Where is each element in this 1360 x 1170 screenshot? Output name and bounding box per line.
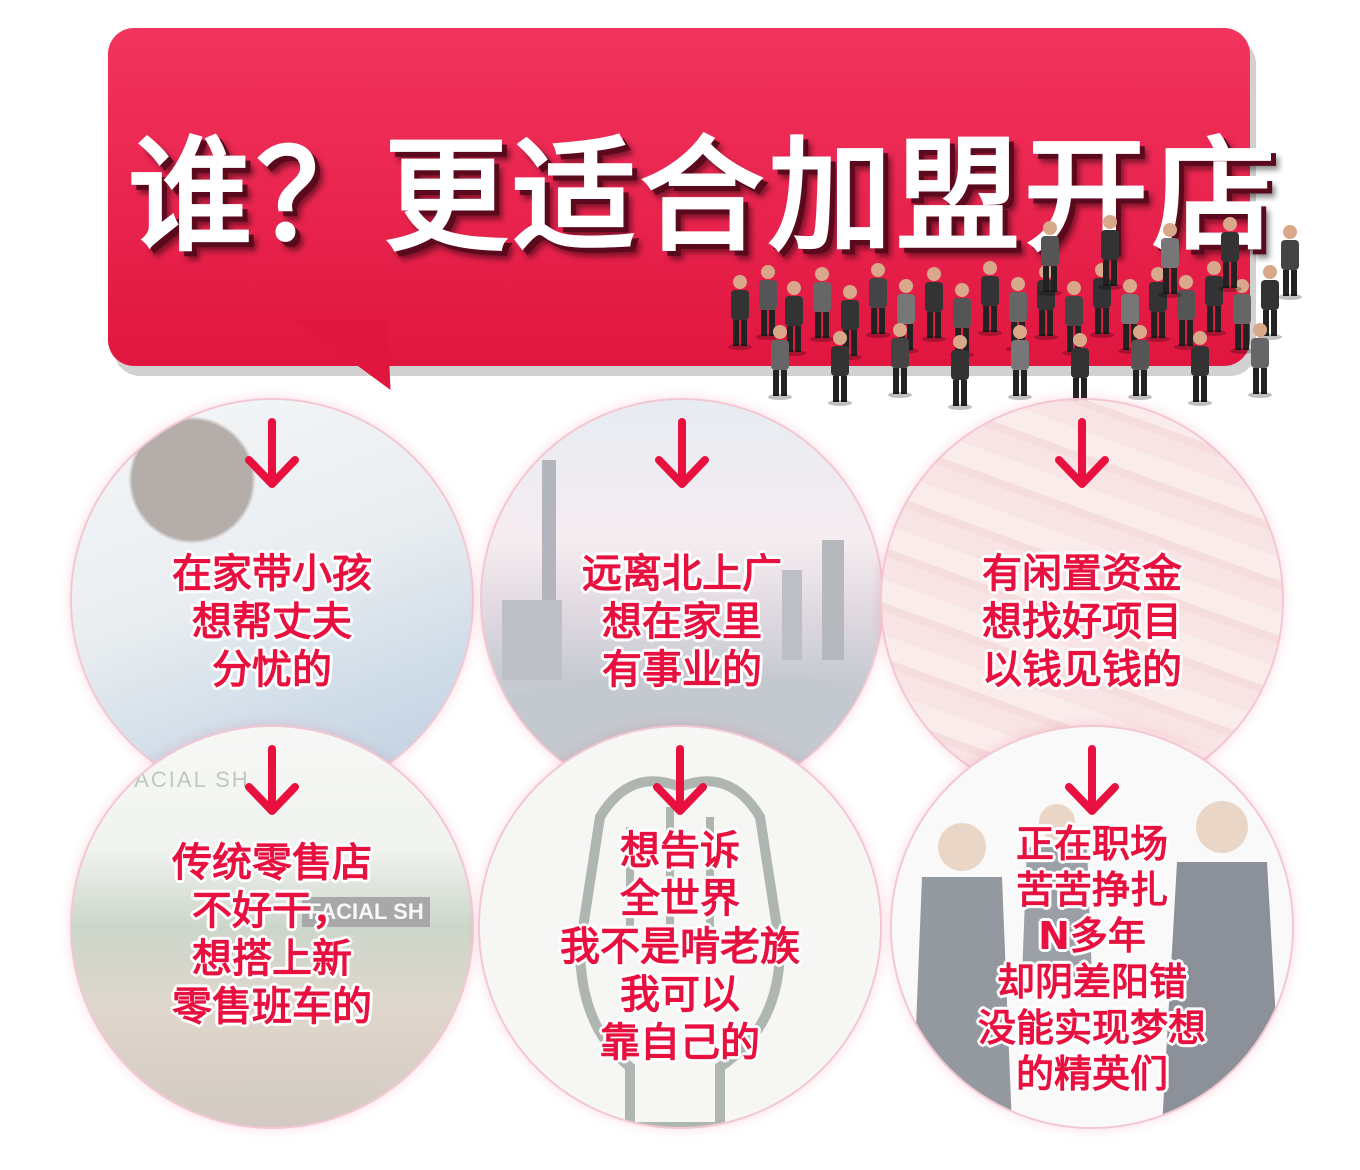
card-text: 在家带小孩 想帮丈夫 分忧的 (172, 551, 372, 693)
arrow-down-icon (655, 418, 709, 488)
card-struggling-elites: 正在职场 苦苦挣扎 N多年 却阴差阳错 没能实现梦想 的精英们 (890, 725, 1294, 1129)
headline: 谁？更适合加盟开店 (128, 125, 1281, 269)
card-text: 想告诉 全世界 我不是啃老族 我可以 靠自己的 (560, 828, 800, 1066)
arrow-down-icon (653, 745, 707, 815)
arrow-down-icon (245, 418, 299, 488)
arrow-down-icon (245, 745, 299, 815)
arrow-down-icon (1055, 418, 1109, 488)
card-traditional-retail: FACIAL SH FACIAL SH 传统零售店 不好干， 想搭上新 零售班车… (70, 725, 474, 1129)
fist-drawing (574, 776, 786, 1127)
headline-banner (108, 28, 1250, 366)
card-text: 有闲置资金 想找好项目 以钱见钱的 (982, 551, 1182, 693)
crowd-illustration (728, 215, 1302, 410)
card-not-relying-on-parents: 想告诉 全世界 我不是啃老族 我可以 靠自己的 (478, 725, 882, 1129)
card-text: 远离北上广 想在家里 有事业的 (582, 551, 782, 693)
arrow-down-icon (1065, 745, 1119, 815)
card-text: 传统零售店 不好干， 想搭上新 零售班车的 (172, 840, 372, 1030)
businessmen-drawing (912, 801, 1282, 1127)
card-text: 正在职场 苦苦挣扎 N多年 却阴差阳错 没能实现梦想 的精英们 (977, 822, 1206, 1096)
